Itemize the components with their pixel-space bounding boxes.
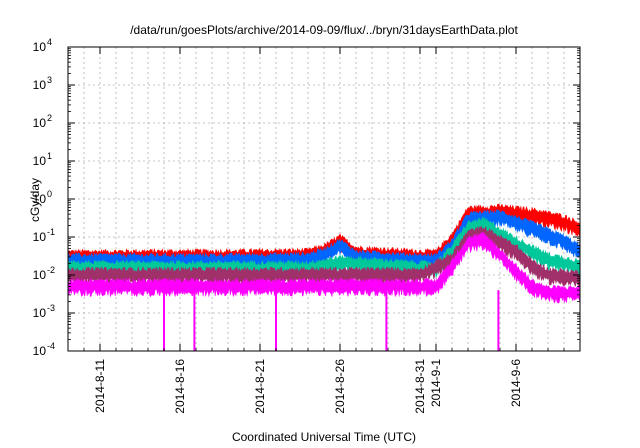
x-tick-label: 2014-8-31	[413, 359, 427, 414]
y-tick-label: 10	[33, 344, 47, 358]
y-tick-exponent: 3	[47, 75, 52, 85]
grid-lines	[68, 47, 580, 351]
x-tick-label: 2014-9-1	[429, 359, 443, 407]
y-tick-label: 10	[33, 306, 47, 320]
y-tick-label: 10	[33, 116, 47, 130]
y-tick-exponent: 4	[47, 37, 52, 47]
y-tick-exponent: 1	[47, 151, 52, 161]
x-tick-label: 2014-8-26	[333, 359, 347, 414]
x-tick-label: 2014-8-11	[93, 359, 107, 413]
x-tick-label: 2014-8-16	[173, 359, 187, 414]
x-axis-label: Coordinated Universal Time (UTC)	[232, 430, 416, 444]
y-tick-exponent: -4	[47, 341, 55, 351]
y-tick-exponent: 2	[47, 113, 52, 123]
y-tick-label: 10	[33, 268, 47, 282]
y-tick-exponent: -3	[47, 303, 55, 313]
chart-title: /data/run/goesPlots/archive/2014-09-09/f…	[130, 23, 518, 37]
y-tick-label: 10	[33, 192, 47, 206]
y-axis-label: cGy/day	[28, 178, 42, 222]
y-tick-exponent: -2	[47, 265, 55, 275]
y-tick-label: 10	[33, 40, 47, 54]
y-tick-label: 10	[33, 154, 47, 168]
x-tick-label: 2014-9-6	[509, 359, 523, 407]
y-tick-exponent: -1	[47, 227, 55, 237]
y-tick-exponent: 0	[47, 189, 52, 199]
x-tick-label: 2014-8-21	[253, 359, 267, 414]
y-tick-label: 10	[33, 230, 47, 244]
y-tick-label: 10	[33, 78, 47, 92]
plot-area	[67, 203, 581, 351]
